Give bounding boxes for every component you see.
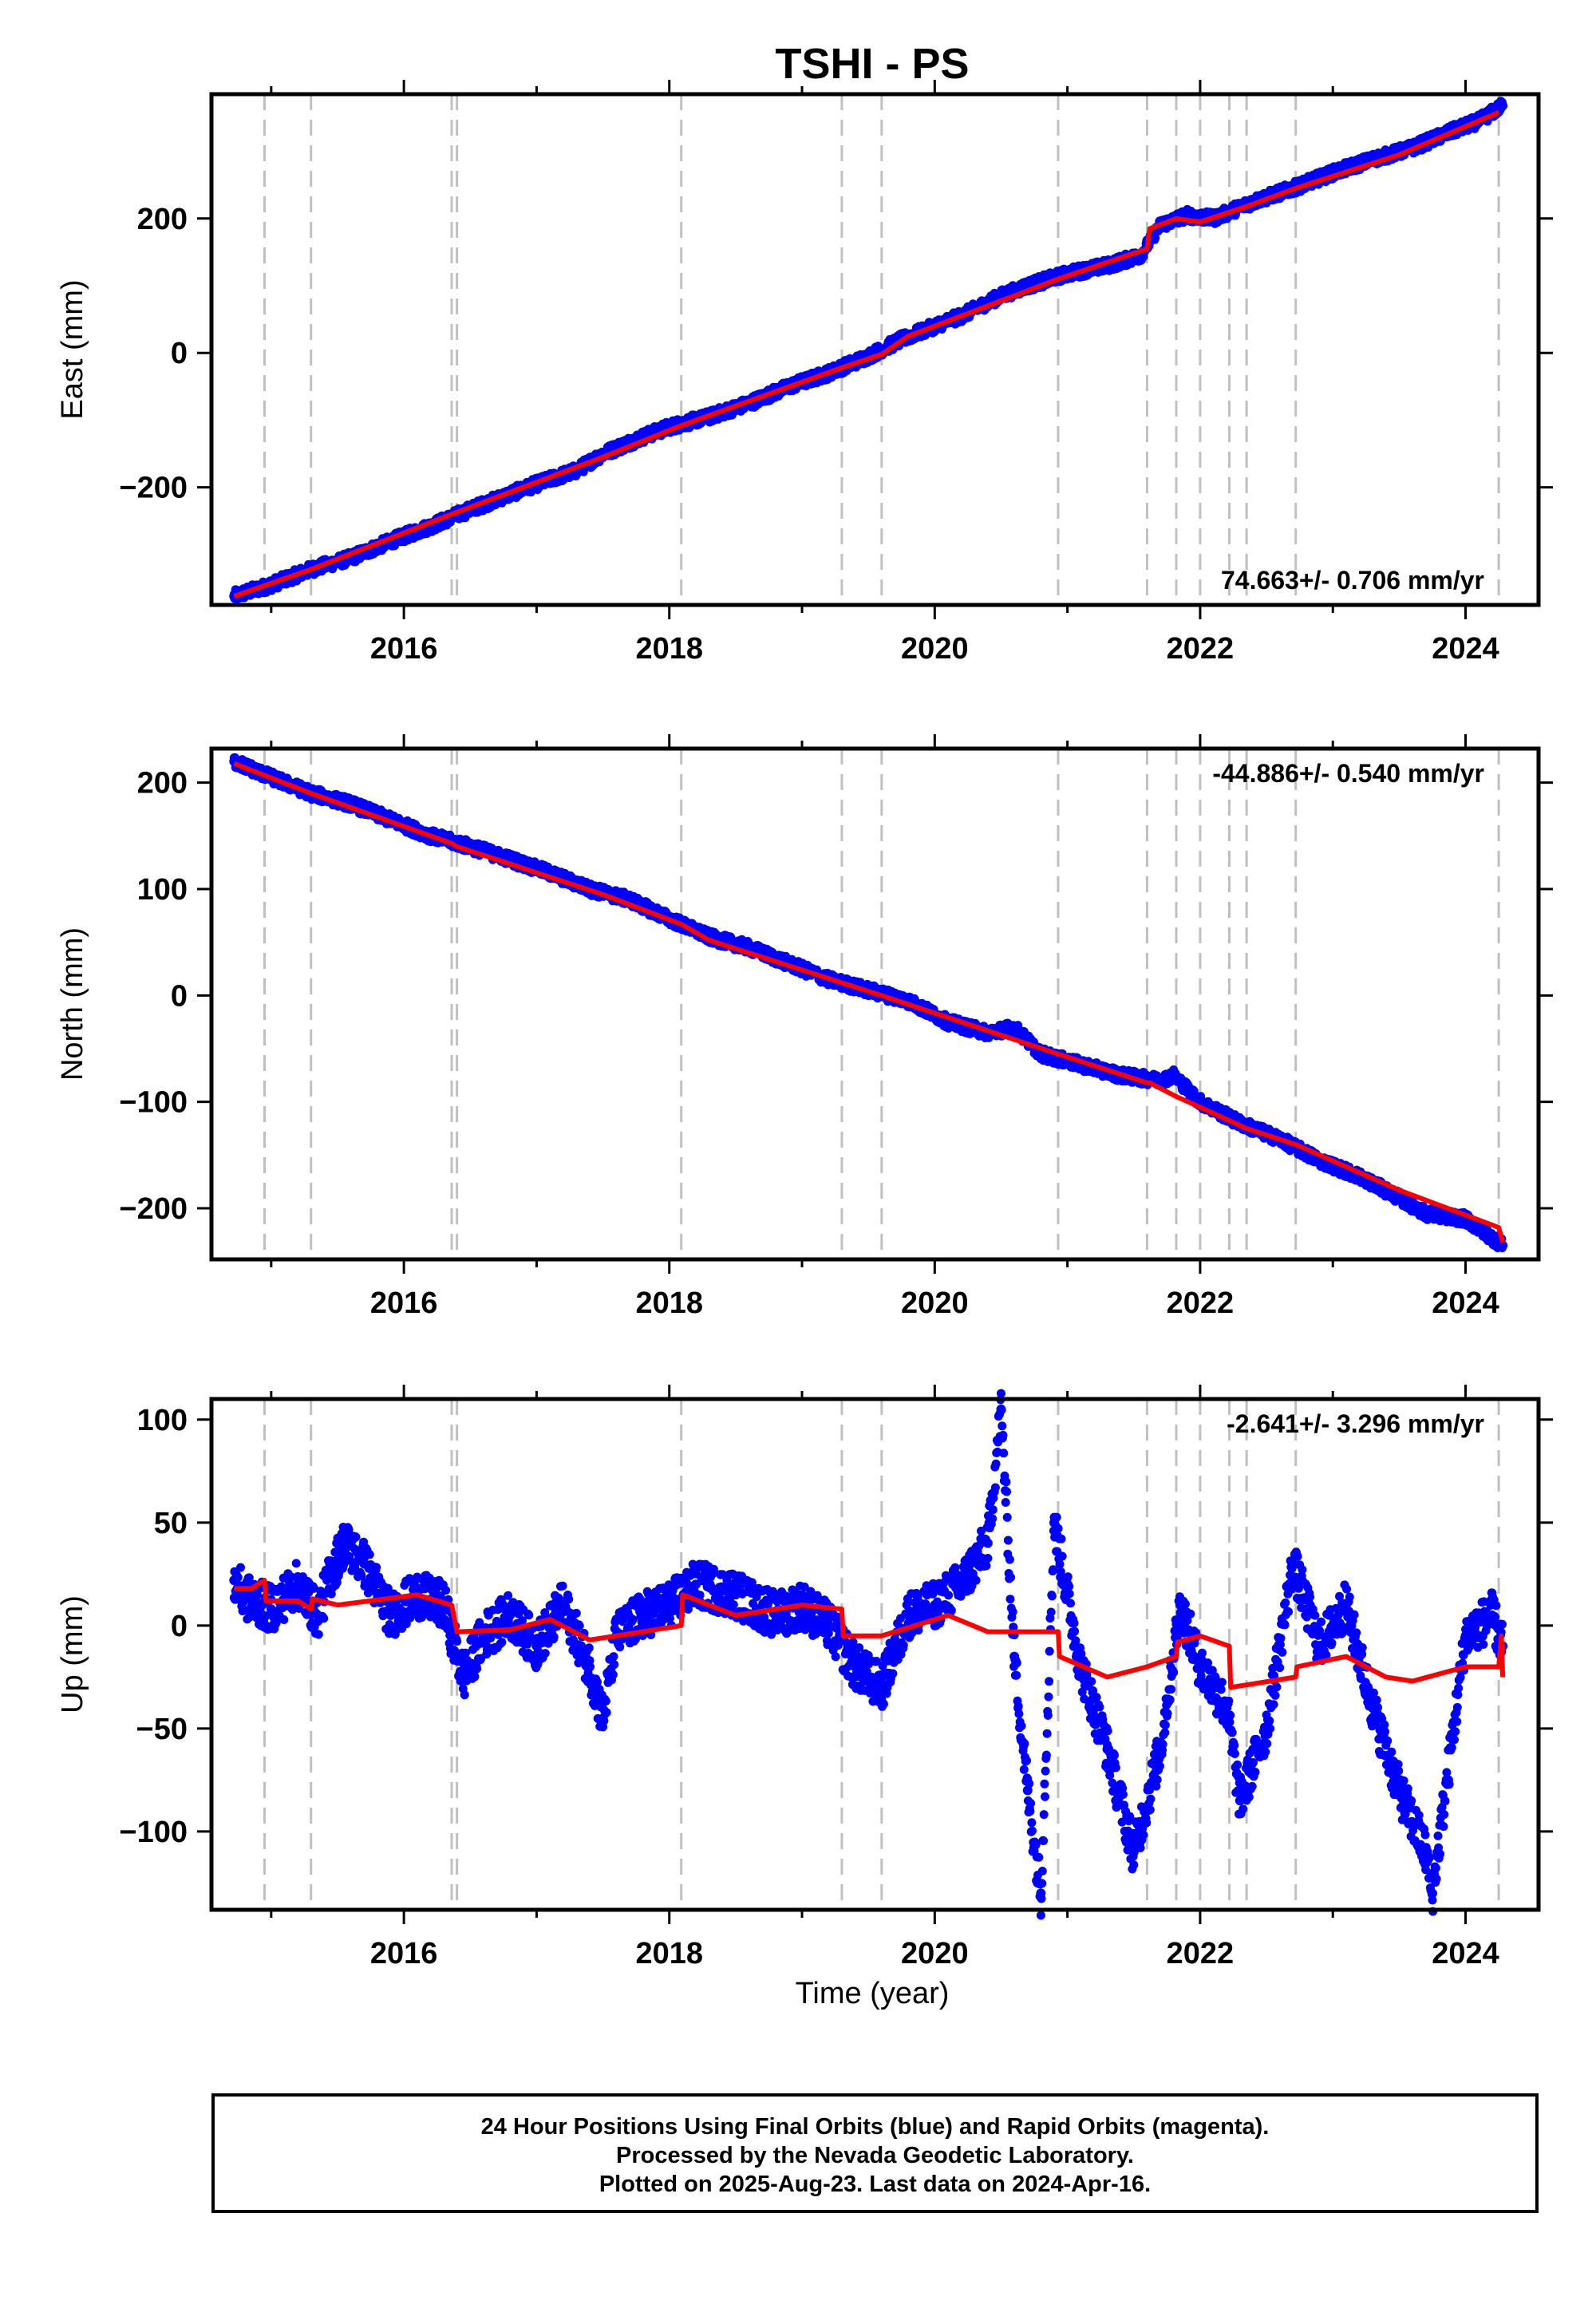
- x-tick-label: 2016: [370, 632, 438, 666]
- position-points: [229, 753, 1508, 1252]
- data-point: [1151, 233, 1160, 243]
- x-tick-label: 2024: [1432, 632, 1499, 666]
- x-tick-label: 2018: [635, 632, 703, 666]
- x-tick-label: 2020: [901, 632, 969, 666]
- x-tick-label: 2022: [1167, 632, 1235, 666]
- east-panel: 2016 2018 2020 2022 2024 −200 0 200 East (mm) 74.…: [56, 80, 1553, 666]
- y-tick-label: −200: [119, 472, 188, 505]
- y-axis-label: East (mm): [56, 279, 89, 419]
- north-panel: 2016 2018 2020 2022 2024−200−1000100200North…: [56, 734, 1553, 1320]
- y-tick-label: 200: [137, 203, 188, 236]
- rate-annotation: 74.663+/- 0.706 mm/yr: [1221, 566, 1484, 595]
- data-point: [1498, 101, 1508, 111]
- y-tick-label: 0: [171, 337, 188, 370]
- figure-title: TSHI - PS: [775, 40, 969, 88]
